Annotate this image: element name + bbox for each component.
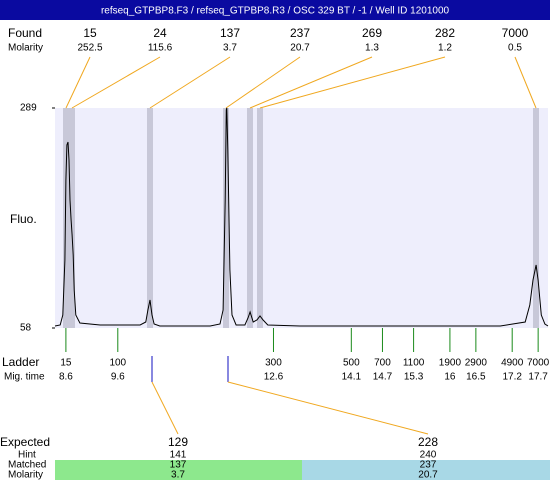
found-connector: [514, 56, 537, 109]
ladder-time: 16: [444, 372, 456, 383]
found-molarity: 3.7: [223, 43, 237, 54]
found-connector: [71, 56, 161, 109]
expected-connector: [227, 381, 429, 435]
found-size: 7000: [502, 26, 529, 40]
expected-size: 228: [418, 435, 438, 449]
matched-bar-2: [302, 460, 550, 480]
peak-band: [69, 108, 75, 328]
found-label: Found: [8, 26, 42, 40]
ladder-size: 500: [343, 358, 360, 369]
ladder-size: 1100: [403, 358, 425, 369]
found-molarity-label: Molarity: [8, 43, 43, 54]
peak-band: [257, 108, 263, 328]
ladder-label: Ladder: [2, 355, 39, 369]
expected-hint: 240: [420, 450, 437, 461]
y-tick-label: 289: [20, 103, 37, 114]
found-molarity: 0.5: [508, 43, 522, 54]
found-size: 24: [153, 26, 167, 40]
matched-bar-1: [55, 460, 302, 480]
ladder-time: 8.6: [59, 372, 73, 383]
expected-molarity: 3.7: [171, 470, 185, 480]
found-connector: [249, 56, 373, 109]
hint-label: Hint: [18, 450, 36, 461]
ladder-time: 12.6: [264, 372, 284, 383]
ladder-size: 2900: [465, 358, 488, 369]
ladder-time: 14.7: [373, 372, 393, 383]
expected-label: Expected: [0, 435, 50, 449]
expected-connector: [151, 381, 179, 435]
expected-molarity-label: Molarity: [8, 470, 43, 480]
found-size: 282: [435, 26, 455, 40]
matched-label: Matched: [8, 460, 46, 471]
peak-band: [247, 108, 253, 328]
ladder-time: 17.2: [502, 372, 522, 383]
found-connector: [65, 56, 91, 109]
ladder-time: 16.5: [466, 372, 486, 383]
peak-band: [147, 108, 153, 328]
peak-band: [63, 108, 69, 328]
peak-band: [223, 108, 229, 328]
found-molarity: 20.7: [290, 43, 310, 54]
found-connector: [149, 56, 231, 109]
ladder-size: 1900: [439, 358, 462, 369]
ladder-size: 300: [265, 358, 282, 369]
title: refseq_GTPBP8.F3 / refseq_GTPBP8.R3 / OS…: [101, 6, 450, 17]
ladder-size: 100: [109, 358, 126, 369]
expected-matched: 137: [170, 460, 187, 471]
y-axis-label: Fluo.: [10, 212, 37, 226]
trace: [54, 107, 549, 327]
ladder-time: 15.3: [404, 372, 424, 383]
ladder-time: 9.6: [111, 372, 125, 383]
ladder-size: 7000: [527, 358, 550, 369]
found-connector: [259, 56, 446, 109]
expected-size: 129: [168, 435, 188, 449]
title-bar: [0, 0, 550, 20]
expected-matched: 237: [420, 460, 437, 471]
peak-band: [533, 108, 539, 328]
found-molarity: 1.2: [438, 43, 452, 54]
found-molarity: 115.6: [148, 43, 173, 54]
plot-area: [55, 108, 548, 328]
y-tick-label: 58: [20, 323, 32, 334]
ladder-size: 15: [60, 358, 72, 369]
found-size: 237: [290, 26, 310, 40]
expected-molarity: 20.7: [418, 470, 438, 480]
found-size: 137: [220, 26, 240, 40]
expected-hint: 141: [170, 450, 187, 461]
ladder-size: 700: [374, 358, 391, 369]
found-molarity: 1.3: [365, 43, 379, 54]
mig-time-label: Mig. time: [4, 372, 45, 383]
ladder-size: 4900: [501, 358, 524, 369]
found-molarity: 252.5: [77, 43, 102, 54]
found-connector: [225, 56, 301, 109]
found-size: 269: [362, 26, 382, 40]
ladder-time: 17.7: [528, 372, 548, 383]
found-size: 15: [83, 26, 97, 40]
ladder-time: 14.1: [342, 372, 362, 383]
